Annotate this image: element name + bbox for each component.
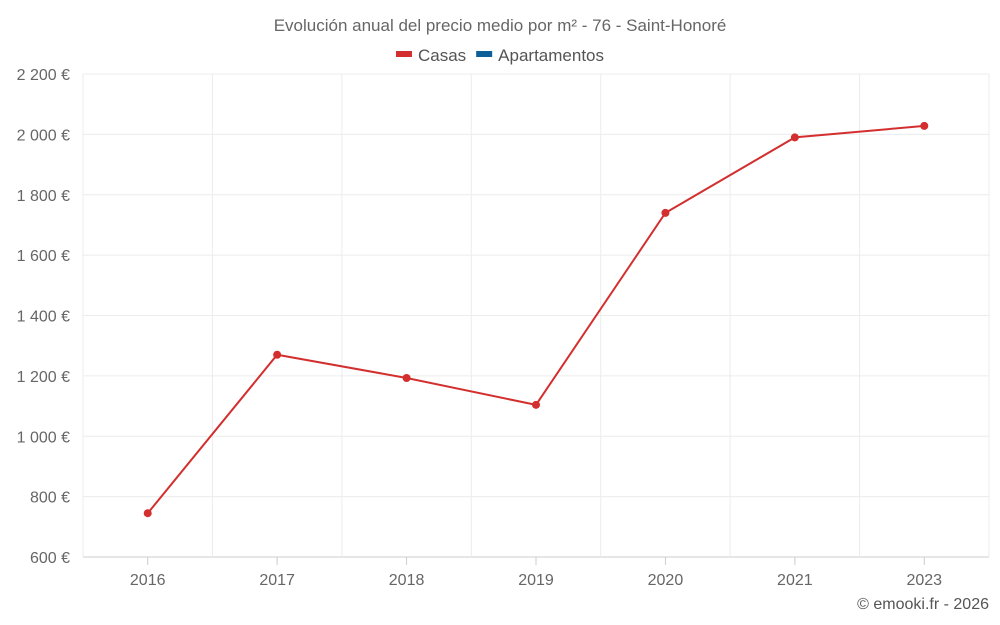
data-point[interactable]: [920, 121, 929, 130]
legend-label: Apartamentos: [498, 46, 604, 65]
data-point[interactable]: [661, 208, 670, 217]
y-tick-label: 1 000 €: [17, 429, 70, 446]
y-tick-label: 600 €: [30, 550, 70, 567]
y-axis-ticks: 600 € 800 € 1 000 € 1 200 € 1 400 € 1 600 € 1 …: [17, 67, 70, 567]
legend-item-apartamentos[interactable]: Apartamentos: [476, 46, 604, 65]
x-tick-label: 2019: [518, 572, 554, 589]
legend-swatch: [395, 51, 412, 57]
y-tick-label: 2 200 €: [17, 67, 70, 84]
legend-swatch: [476, 51, 493, 57]
data-point[interactable]: [273, 350, 282, 359]
x-tick-label: 2020: [648, 572, 684, 589]
chart-legend: Casas Apartamentos: [395, 46, 604, 65]
x-tick-label: 2023: [906, 572, 942, 589]
credit-text: © emooki.fr - 2026: [857, 596, 989, 613]
data-point[interactable]: [402, 373, 411, 382]
y-tick-label: 1 400 €: [17, 309, 70, 326]
data-point[interactable]: [790, 133, 799, 142]
data-point[interactable]: [143, 509, 152, 518]
y-tick-label: 1 200 €: [17, 369, 70, 386]
chart-series: [143, 121, 929, 518]
x-axis-ticks: 2016 2017 2018 2019 2020 2021 2023: [130, 572, 942, 589]
y-tick-label: 1 800 €: [17, 188, 70, 205]
legend-label: Casas: [418, 46, 466, 65]
x-tick-label: 2016: [130, 572, 166, 589]
legend-item-casas[interactable]: Casas: [395, 46, 466, 65]
x-tick-label: 2017: [259, 572, 295, 589]
chart-grid: [82, 73, 990, 565]
y-tick-label: 800 €: [30, 490, 70, 507]
series-line-casas: [146, 124, 925, 514]
y-tick-label: 1 600 €: [17, 248, 70, 265]
data-point[interactable]: [532, 400, 540, 409]
chart-title: Evolución anual del precio medio por m² …: [274, 16, 727, 35]
x-tick-label: 2018: [389, 572, 425, 589]
x-tick-label: 2021: [777, 572, 813, 589]
y-tick-label: 2 000 €: [17, 127, 70, 144]
